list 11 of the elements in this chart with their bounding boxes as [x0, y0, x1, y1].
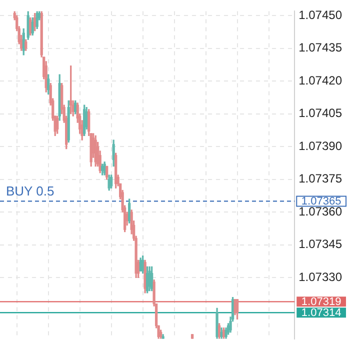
y-tick-label: 1.07345 — [298, 237, 342, 252]
y-tick-label: 1.07420 — [298, 73, 342, 88]
y-tick-label: 1.07330 — [298, 270, 342, 284]
y-tick-label: 1.07405 — [298, 106, 342, 120]
y-tick-label: 1.07435 — [298, 40, 342, 55]
text: 1.07319 — [301, 296, 342, 308]
y-tick-label: 1.07390 — [298, 138, 342, 153]
ref-line-label: BUY 0.5 — [6, 183, 54, 198]
y-tick-label: 1.07450 — [298, 8, 342, 22]
text: 1.07314 — [301, 307, 342, 320]
y-tick-label: 1.07375 — [298, 172, 342, 186]
